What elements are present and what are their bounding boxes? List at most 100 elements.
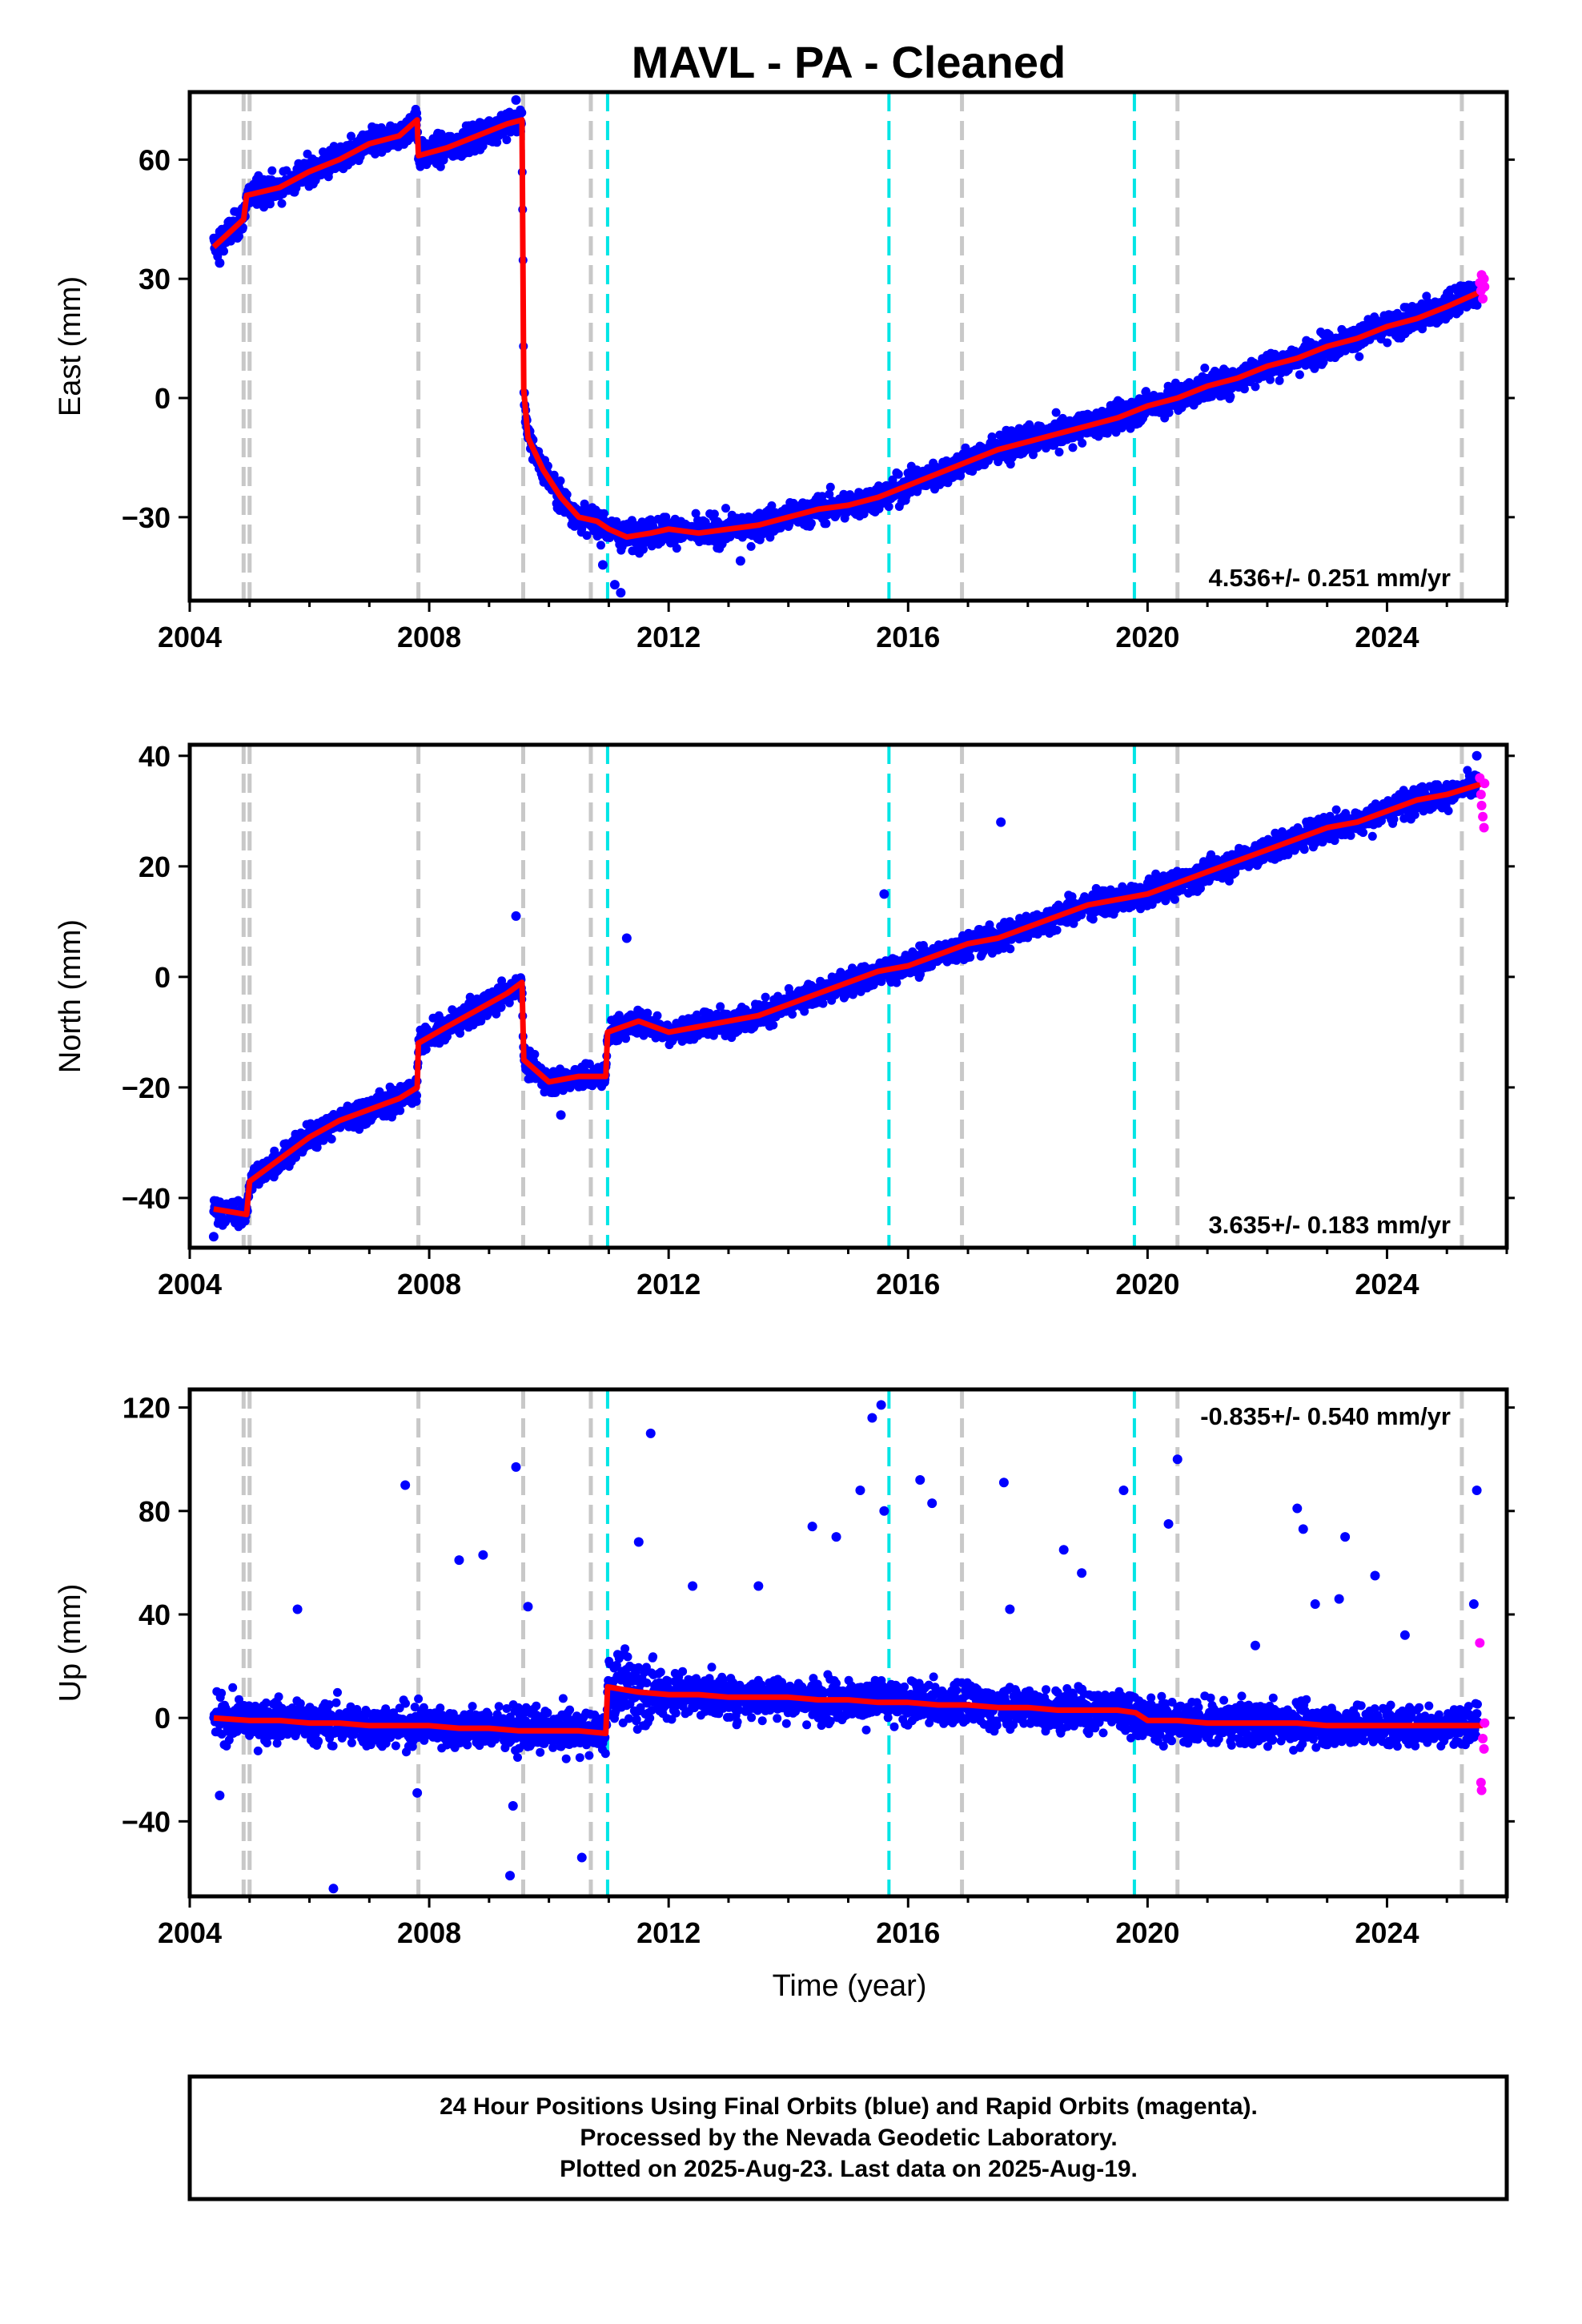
final-orbit-point: [987, 432, 997, 441]
rapid-orbit-points: [1475, 270, 1490, 304]
final-orbit-point: [1117, 423, 1126, 432]
final-orbit-point: [639, 545, 648, 554]
final-orbit-point: [277, 199, 287, 208]
final-orbit-point: [859, 509, 869, 519]
final-orbit-point: [1383, 338, 1392, 348]
final-orbit-point: [1239, 384, 1249, 394]
final-orbit-outlier-point: [215, 258, 225, 268]
final-orbit-point: [1029, 450, 1038, 460]
final-orbit-point: [497, 976, 507, 986]
final-orbit-point: [476, 1016, 486, 1026]
final-orbit-point: [848, 990, 857, 999]
final-orbit-point: [582, 531, 592, 541]
final-orbit-point: [396, 1106, 405, 1116]
final-orbit-point: [691, 509, 701, 518]
east-panel: 2004 2008 2012 2016 2020 2024 −30 0 30 60 East (mm…: [54, 90, 1515, 653]
final-orbit-outlier-point: [609, 580, 620, 590]
final-orbit-point: [221, 1217, 230, 1227]
final-orbit-point: [596, 541, 605, 550]
final-orbit-point: [1226, 392, 1235, 401]
plot-area: [209, 92, 1490, 601]
final-orbit-point: [530, 1050, 540, 1059]
final-orbit-point: [788, 1010, 797, 1019]
final-orbit-point: [721, 504, 730, 513]
final-orbit-point: [347, 131, 355, 141]
final-orbit-point: [327, 1134, 336, 1144]
y-tick-label: 30: [139, 263, 171, 296]
final-orbit-point: [643, 1008, 652, 1018]
final-orbit-point: [1164, 408, 1174, 417]
final-orbit-point: [543, 461, 552, 471]
final-orbit-point: [817, 492, 827, 501]
final-orbit-point: [672, 544, 681, 553]
final-orbit-point: [716, 1002, 725, 1011]
final-orbit-point: [1275, 376, 1284, 385]
final-orbit-outlier-point: [735, 556, 745, 566]
final-orbit-point: [769, 1020, 778, 1030]
final-orbit-points: [208, 750, 1483, 1242]
final-orbit-point: [761, 992, 770, 1002]
final-orbit-point: [421, 1044, 431, 1054]
x-tick-label: 2016: [876, 621, 940, 653]
final-orbit-point: [496, 1003, 506, 1011]
x-tick-label: 2004: [158, 621, 222, 653]
final-orbit-point: [800, 1007, 809, 1016]
x-tick-label: 2024: [1355, 621, 1419, 653]
final-orbit-point: [1068, 443, 1078, 452]
y-tick-label: −30: [122, 501, 171, 534]
final-orbit-outlier-point: [511, 94, 521, 105]
figure-title: MAVL - PA - Cleaned: [632, 37, 1066, 87]
final-orbit-point: [1200, 364, 1210, 372]
final-orbit-point: [825, 489, 834, 499]
final-orbit-outlier-point: [616, 588, 626, 598]
final-orbit-point: [478, 141, 488, 151]
final-orbit-point: [267, 166, 277, 175]
x-tick-label: 2008: [397, 621, 461, 653]
model-fit-line: [211, 117, 1484, 541]
final-orbit-point: [371, 147, 380, 157]
final-orbit-point: [556, 476, 565, 485]
final-orbit-points: [209, 94, 1483, 598]
final-orbit-point: [767, 501, 777, 510]
rapid-orbit-point: [1479, 274, 1489, 284]
final-orbit-point: [825, 482, 835, 492]
final-orbit-point: [652, 1011, 662, 1020]
final-orbit-point: [818, 999, 828, 1008]
final-orbit-point: [1141, 387, 1150, 396]
final-orbit-point: [1472, 300, 1482, 310]
plot-area: [208, 745, 1490, 1248]
final-orbit-outlier-point: [597, 560, 608, 570]
final-orbit-point: [562, 490, 572, 499]
final-orbit-point: [1051, 408, 1061, 417]
final-orbit-point: [1266, 375, 1275, 384]
final-orbit-point: [661, 513, 671, 522]
y-tick-label: 60: [139, 143, 171, 176]
final-orbit-point: [1355, 352, 1364, 361]
final-orbit-point: [502, 135, 512, 145]
final-orbit-point: [1054, 448, 1064, 456]
x-tick-label: 2020: [1115, 621, 1179, 653]
final-orbit-point: [806, 518, 816, 528]
y-axis-label: East (mm): [54, 276, 87, 416]
final-orbit-point: [612, 517, 621, 526]
final-orbit-point: [599, 509, 608, 518]
north-panel: 2004 2008 2012 2016 2020 2024−40−2002040North…: [54, 740, 1515, 1301]
y-tick-label: 0: [155, 382, 171, 415]
final-orbit-point: [621, 1034, 631, 1043]
final-orbit-point: [517, 108, 527, 118]
x-tick-label: 2012: [636, 621, 701, 653]
final-orbit-point: [746, 541, 756, 551]
final-orbit-point: [492, 138, 502, 147]
final-orbit-point: [893, 469, 903, 479]
final-orbit-point: [588, 1081, 597, 1091]
final-orbit-point: [270, 1146, 279, 1156]
final-orbit-point: [1251, 382, 1260, 392]
final-orbit-point: [884, 502, 893, 512]
velocity-annotation: 4.536+/- 0.251 mm/yr: [1209, 564, 1451, 592]
final-orbit-point: [1078, 438, 1087, 448]
final-orbit-point: [821, 519, 831, 529]
final-orbit-point: [219, 247, 228, 256]
final-orbit-point: [1295, 370, 1304, 380]
final-orbit-point: [709, 509, 719, 519]
